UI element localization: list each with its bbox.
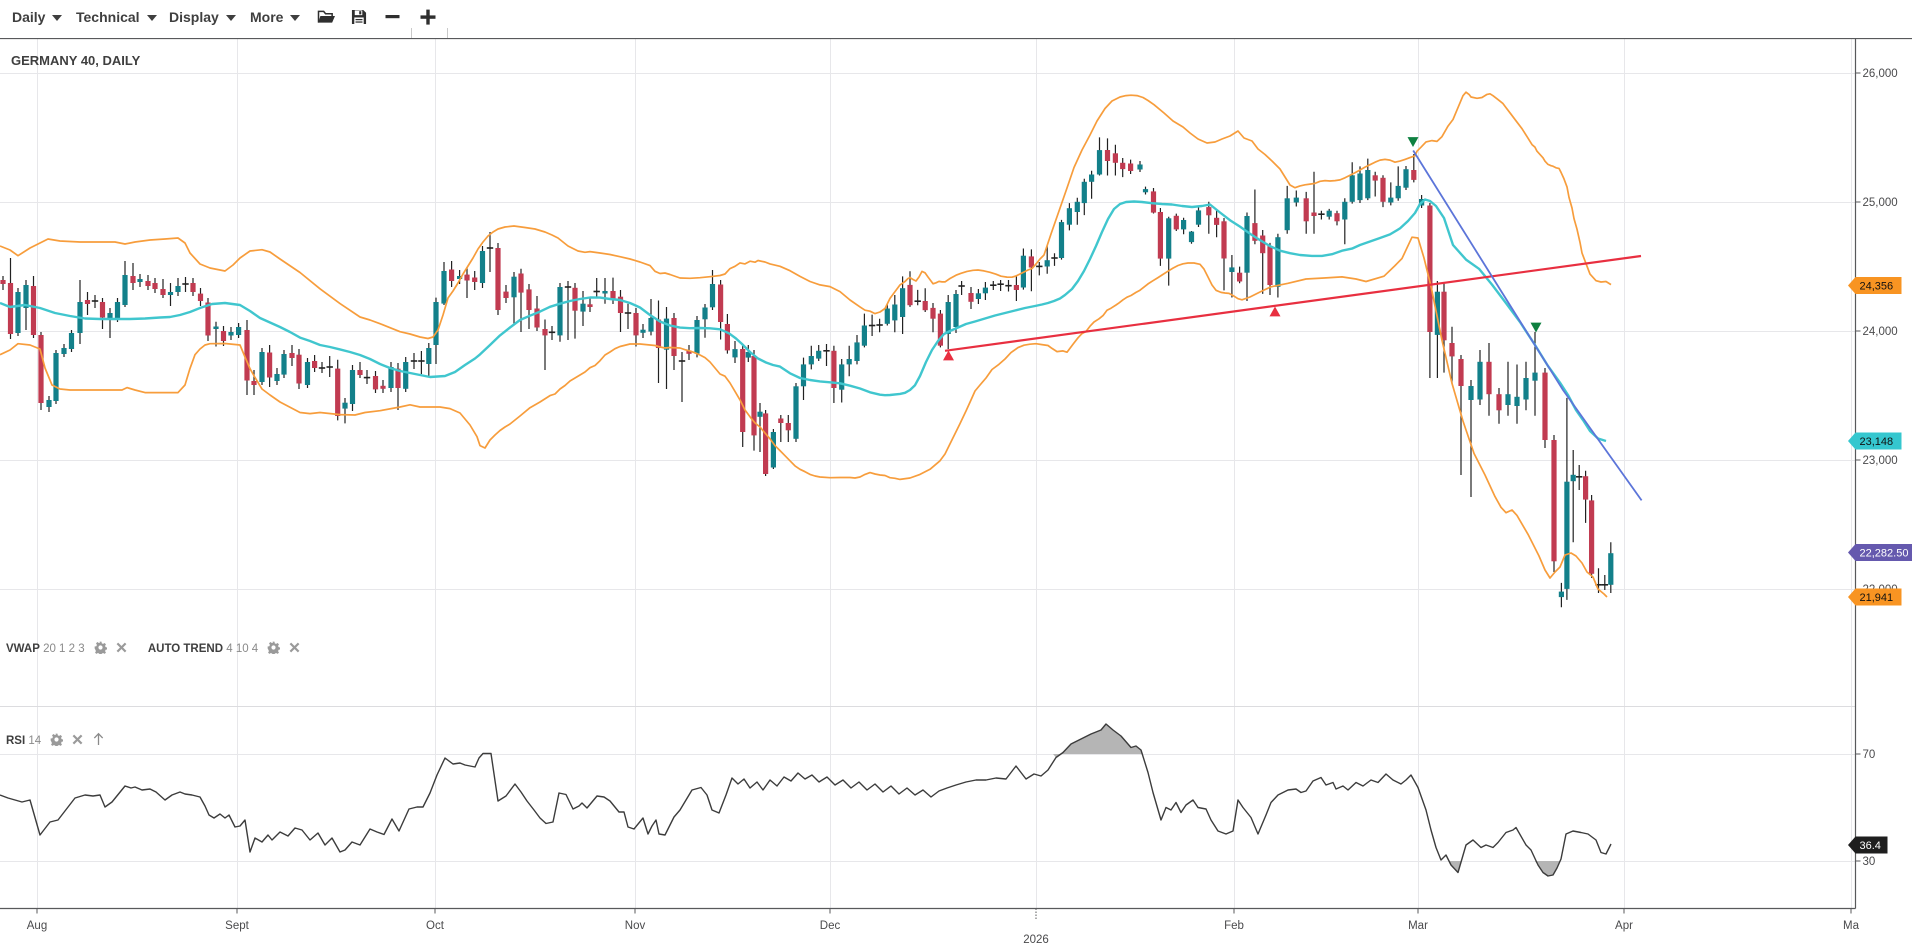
svg-text:26,000: 26,000	[1863, 68, 1898, 80]
svg-text:36.4: 36.4	[1860, 840, 1881, 852]
svg-text:GERMANY 40, DAILY: GERMANY 40, DAILY	[11, 53, 141, 68]
svg-text:Feb: Feb	[1224, 920, 1244, 932]
svg-text:Dec: Dec	[820, 920, 841, 932]
svg-text:24,000: 24,000	[1863, 326, 1898, 338]
svg-text:Aug: Aug	[27, 920, 47, 932]
svg-text:2026: 2026	[1023, 934, 1049, 946]
svg-text:21,941: 21,941	[1860, 592, 1894, 604]
svg-text:Sept: Sept	[225, 920, 249, 932]
svg-text:30: 30	[1863, 856, 1876, 868]
svg-text:Oct: Oct	[426, 920, 445, 932]
svg-text:Apr: Apr	[1615, 920, 1633, 932]
svg-text:Nov: Nov	[625, 920, 646, 932]
svg-text:22,282.50: 22,282.50	[1860, 548, 1909, 560]
svg-text:25,000: 25,000	[1863, 197, 1898, 209]
svg-text:23,000: 23,000	[1863, 455, 1898, 467]
svg-text:Mar: Mar	[1408, 920, 1428, 932]
svg-text:23,148: 23,148	[1860, 436, 1894, 448]
svg-text:Ma: Ma	[1843, 920, 1860, 932]
svg-text:70: 70	[1863, 749, 1876, 761]
svg-text:24,356: 24,356	[1860, 281, 1894, 293]
